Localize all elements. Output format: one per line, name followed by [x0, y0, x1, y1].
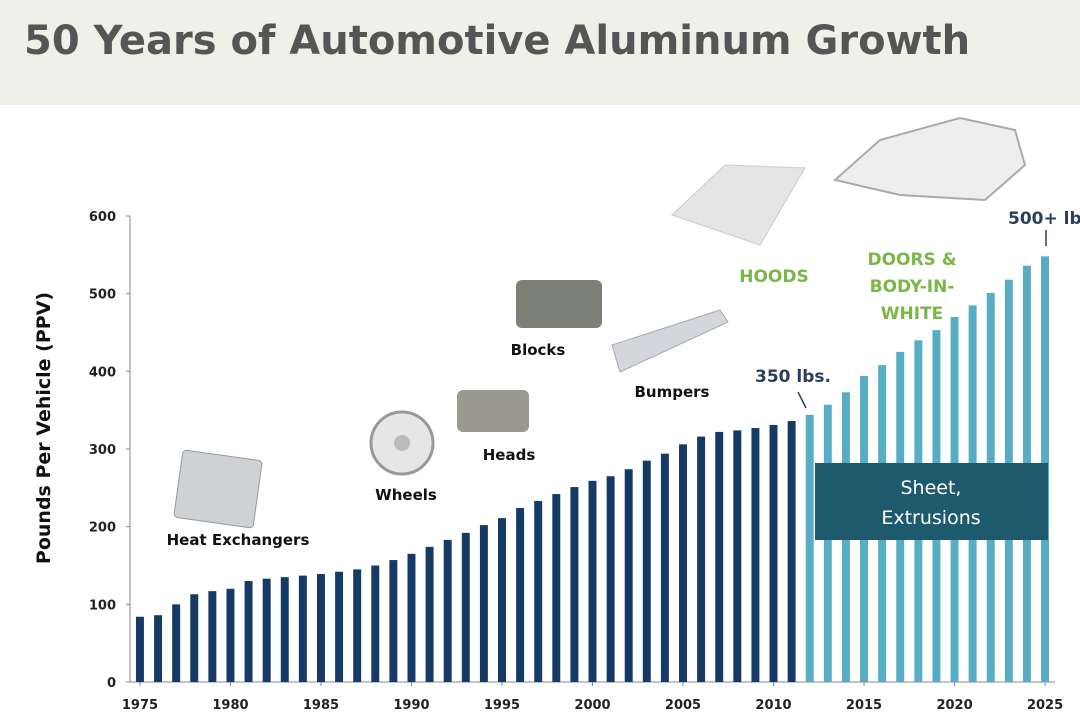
callout-box	[815, 463, 1048, 540]
bar	[679, 444, 687, 682]
illustrations	[173, 116, 1027, 529]
bar	[461, 532, 470, 682]
annotation: 350 lbs.	[755, 367, 831, 387]
bar	[371, 565, 380, 682]
annotation: Sheet,	[901, 477, 962, 499]
chart-title: 50 Years of Automotive Aluminum Growth	[24, 18, 970, 64]
bar	[226, 588, 235, 682]
radiator-image	[173, 449, 263, 529]
bar	[534, 501, 543, 682]
hood-image	[671, 164, 806, 246]
x-tick-label: 2025	[1027, 698, 1063, 713]
bar	[389, 560, 398, 682]
y-axis-label: Pounds Per Vehicle (PPV)	[33, 292, 55, 564]
bar	[624, 469, 633, 682]
bar	[298, 575, 307, 682]
annotation: Heads	[483, 446, 536, 464]
bar	[172, 604, 181, 682]
bar	[787, 421, 796, 682]
bar	[642, 460, 651, 682]
annotation: Wheels	[375, 486, 437, 504]
bar	[516, 508, 525, 682]
wheel-hub	[394, 435, 410, 451]
bar	[353, 569, 362, 682]
bar	[570, 487, 579, 682]
bar	[135, 616, 144, 682]
x-tick-label: 2000	[574, 698, 610, 713]
x-tick-label: 2020	[936, 698, 972, 713]
x-tick-label: 1985	[303, 698, 339, 713]
bar	[751, 428, 760, 682]
bar	[733, 430, 742, 682]
bar	[498, 518, 506, 682]
bar	[262, 578, 271, 682]
x-tick-label: 1990	[393, 698, 429, 713]
y-tick-label: 100	[89, 598, 116, 613]
bar	[805, 414, 814, 682]
bar	[443, 539, 452, 682]
x-tick-label: 1995	[484, 698, 520, 713]
y-tick-label: 300	[89, 443, 116, 458]
bar	[335, 571, 344, 682]
annotation: 500+ lbs	[1008, 209, 1080, 229]
y-tick-label: 200	[89, 521, 116, 536]
annotation: HOODS	[739, 267, 809, 287]
heads-image	[457, 390, 529, 432]
blocks-image	[516, 280, 602, 328]
bar	[715, 431, 724, 682]
annotation: WHITE	[881, 304, 944, 324]
bar	[606, 476, 615, 682]
bar	[660, 453, 669, 682]
callout-pointer	[797, 391, 807, 409]
bar	[697, 436, 706, 682]
bar	[154, 615, 163, 682]
bar	[769, 424, 778, 682]
title-band	[0, 0, 1080, 105]
y-tick-label: 0	[107, 676, 116, 691]
bar	[479, 525, 488, 682]
body-image	[832, 116, 1027, 202]
x-tick-label: 2010	[755, 698, 791, 713]
x-tick-label: 1980	[212, 698, 248, 713]
bar	[407, 553, 416, 682]
y-tick-label: 500	[89, 288, 116, 303]
bar	[208, 591, 217, 682]
bar	[425, 546, 434, 682]
annotation: Heat Exchangers	[167, 531, 310, 549]
y-tick-label: 400	[89, 365, 116, 380]
x-tick-label: 1975	[122, 698, 158, 713]
bar	[244, 581, 253, 682]
bar	[588, 480, 597, 682]
bar	[552, 494, 561, 682]
annotation: Extrusions	[881, 507, 980, 529]
y-tick-label: 600	[89, 210, 116, 225]
annotation: DOORS &	[867, 250, 956, 270]
annotation: Blocks	[511, 341, 566, 359]
bar	[190, 594, 199, 682]
x-tick-label: 2005	[665, 698, 701, 713]
bar	[316, 574, 325, 682]
annotation: Bumpers	[635, 383, 710, 401]
x-tick-label: 2015	[846, 698, 882, 713]
bar	[823, 404, 832, 682]
annotation: BODY-IN-	[870, 277, 955, 297]
bar	[280, 577, 289, 682]
bumper-image	[611, 309, 729, 373]
